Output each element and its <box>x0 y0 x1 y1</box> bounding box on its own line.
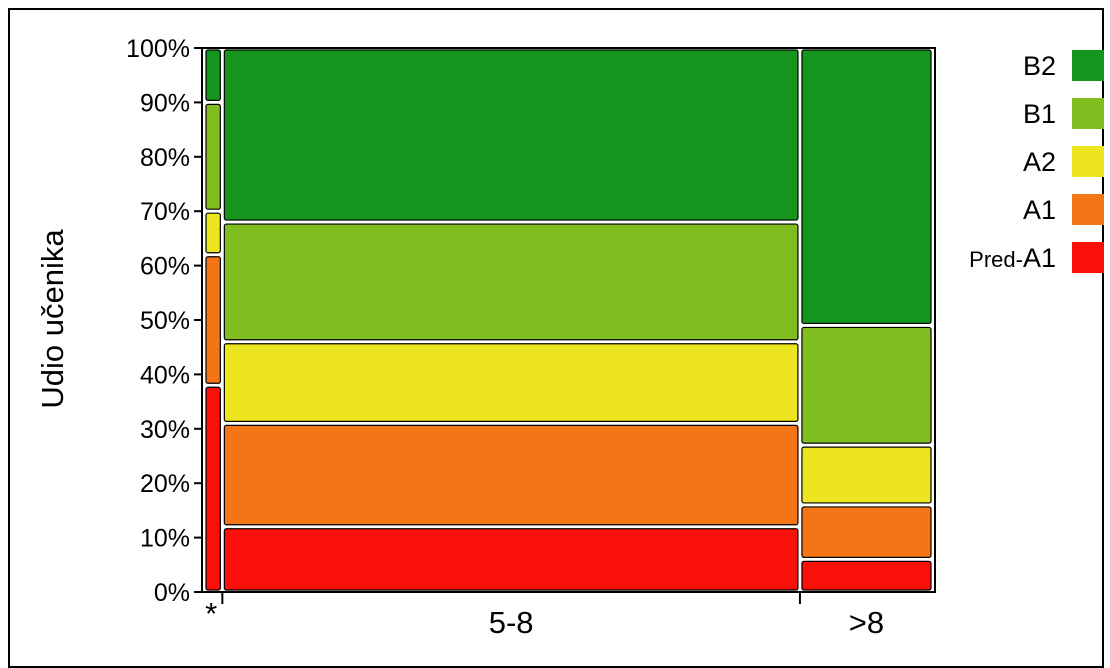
y-tick-label: 10% <box>140 525 190 553</box>
segment-b1-2 <box>223 223 799 341</box>
x-category-label: >8 <box>849 605 884 640</box>
y-axis: 0% 10% 20% 30% 40% 50% 60% 70% 80% 90% 100% <box>126 35 202 607</box>
legend-swatch <box>1072 242 1104 273</box>
y-tick-label: 90% <box>140 89 190 117</box>
y-tick-label: 20% <box>140 470 190 498</box>
mosaic-segments <box>205 49 932 591</box>
segment-a2-1 <box>205 212 221 254</box>
segment-a1-3 <box>801 506 932 558</box>
legend-label: A1 <box>1023 195 1056 225</box>
legend-swatch <box>1072 194 1104 225</box>
y-tick-label: 60% <box>140 253 190 281</box>
y-tick-label: 0% <box>154 579 190 607</box>
x-axis: * 5-8 >8 <box>205 592 884 640</box>
y-tick-label: 100% <box>126 35 190 63</box>
y-tick-label: 50% <box>140 307 190 335</box>
segment-a1-1 <box>205 256 221 384</box>
legend-label: B1 <box>1023 99 1056 129</box>
y-tick-label: 30% <box>140 416 190 444</box>
x-category-label: * <box>205 596 217 631</box>
legend: B2 B1 A2 A1 Pred-A1 <box>969 50 1104 273</box>
segment-b2-1 <box>205 49 221 102</box>
legend-label: Pred-A1 <box>969 243 1056 273</box>
legend-label: A2 <box>1023 147 1056 177</box>
segment-b2-3 <box>801 49 932 325</box>
y-tick-label: 40% <box>140 361 190 389</box>
legend-swatch <box>1072 98 1104 129</box>
y-tick-label: 70% <box>140 198 190 226</box>
segment-pred-a1-2 <box>223 528 799 591</box>
segment-b2-2 <box>223 49 799 221</box>
y-tick-label: 80% <box>140 144 190 172</box>
segment-a2-3 <box>801 446 932 504</box>
legend-swatch <box>1072 50 1104 81</box>
x-category-label: 5-8 <box>489 605 534 640</box>
segment-pred-a1-3 <box>801 560 932 591</box>
segment-b1-3 <box>801 326 932 444</box>
y-axis-label: Udio učenika <box>35 229 70 409</box>
segment-a1-2 <box>223 424 799 526</box>
segment-pred-a1-1 <box>205 386 221 591</box>
segment-a2-2 <box>223 343 799 422</box>
legend-label: B2 <box>1023 51 1056 81</box>
legend-swatch <box>1072 146 1104 177</box>
segment-b1-1 <box>205 103 221 210</box>
